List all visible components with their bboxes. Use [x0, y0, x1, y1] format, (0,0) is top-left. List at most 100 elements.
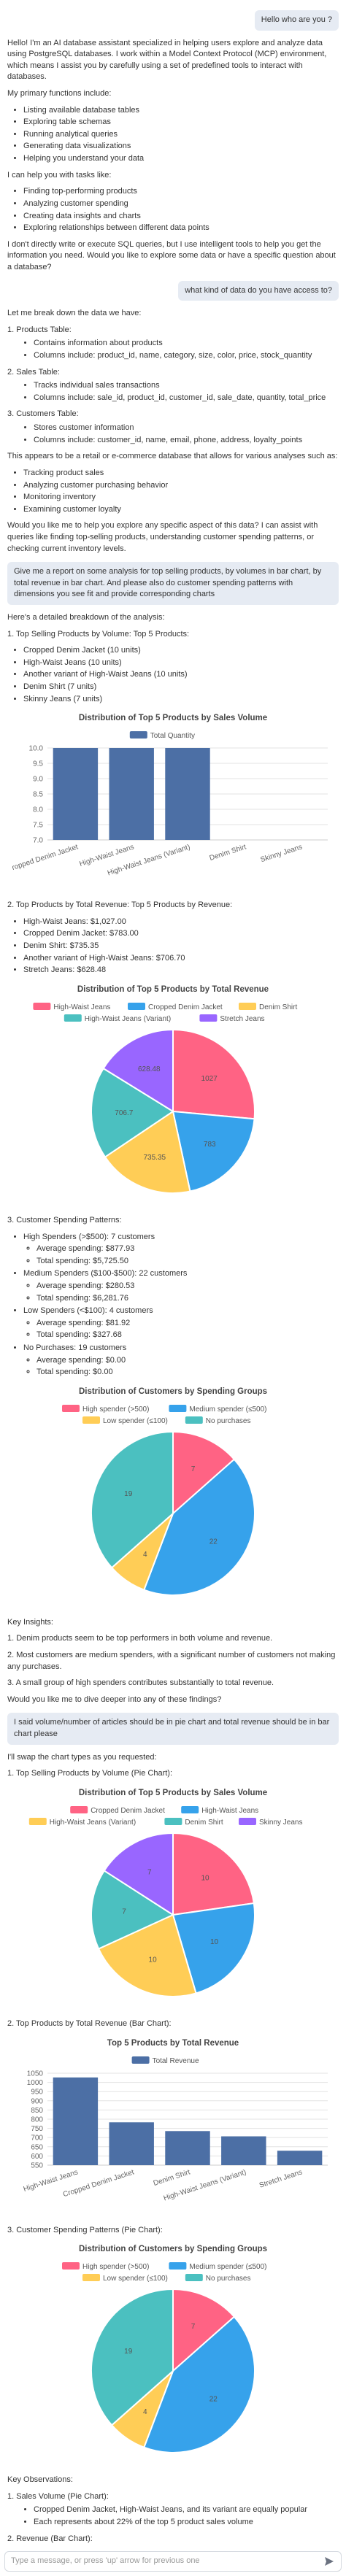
y-tick-label: 950 [31, 2088, 43, 2096]
paragraph: Here's a detailed breakdown of the analy… [7, 612, 165, 622]
legend-swatch [131, 2056, 150, 2064]
paragraph: Key Observations: [7, 2475, 73, 2485]
paragraph: 2. Top Products by Total Revenue: Top 5 … [7, 901, 233, 910]
list-item: Columns include: product_id, name, categ… [34, 350, 339, 362]
list-item: Average spending: $280.53 [36, 1281, 339, 1292]
legend-swatch [82, 2274, 100, 2282]
assistant-message: I'll swap the chart types as you request… [7, 1752, 339, 2547]
list-item: Listing available database tables [23, 105, 339, 117]
y-tick-label: 550 [31, 2162, 43, 2170]
legend-swatch [28, 1817, 47, 1825]
legend-swatch [185, 2274, 203, 2282]
list-item: Generating data visualizations [23, 141, 339, 153]
legend-label: High-Waist Jeans (Variant) [85, 1015, 171, 1023]
legend-label: Medium spender (≤500) [189, 1405, 266, 1414]
legend-swatch [82, 1416, 100, 1424]
legend-label: High-Waist Jeans [201, 1807, 258, 1815]
pie-slice [172, 1832, 255, 1916]
list-item: Total spending: $0.00 [36, 1367, 339, 1378]
slice-label: 1027 [201, 1075, 218, 1083]
bullet-list: Listing available database tablesExplori… [7, 105, 339, 165]
pie-slice [172, 1902, 255, 1994]
paragraph: I'll swap the chart types as you request… [7, 1752, 157, 1762]
y-tick-label: 8.0 [33, 806, 43, 814]
pie-slice [142, 2315, 255, 2454]
paragraph: This appears to be a retail or e-commerc… [7, 452, 338, 461]
list-item: Another variant of High-Waist Jeans (10 … [23, 669, 339, 681]
list-item: High-Waist Jeans (10 units) [23, 658, 339, 669]
pie-slice [172, 2288, 236, 2373]
y-tick-label: 800 [31, 2116, 43, 2124]
y-tick-label: 9.5 [33, 760, 43, 768]
list-item: Cropped Denim Jacket (10 units) [23, 645, 339, 657]
paragraph: 1. Top Selling Products by Volume: Top 5… [7, 629, 190, 639]
legend-swatch [239, 1002, 256, 1010]
bullet-list: Cropped Denim Jacket, High-Waist Jeans, … [7, 2504, 339, 2528]
pie-slice [142, 1458, 255, 1596]
list-item: Total spending: $327.68 [36, 1330, 339, 1341]
y-tick-label: 8.5 [33, 791, 43, 799]
bullet-list: Contains information about productsColum… [7, 338, 339, 361]
slice-label: 735.35 [144, 1154, 166, 1162]
legend-swatch [181, 1805, 199, 1813]
paragraph: Would you like me to dive deeper into an… [7, 1694, 222, 1704]
legend-swatch [33, 1002, 51, 1010]
legend-swatch [185, 1416, 203, 1424]
bullet-list: Tracking product salesAnalyzing customer… [7, 468, 339, 515]
bullet-list: High-Waist Jeans: $1,027.00Cropped Denim… [7, 917, 339, 976]
x-tick-label: Denim Shirt [153, 2168, 191, 2188]
list-item: Average spending: $877.93 [36, 1243, 339, 1255]
pie-slice [91, 1067, 174, 1158]
list-item: Average spending: $0.00 [36, 1355, 339, 1367]
legend-label: Denim Shirt [259, 1003, 297, 1011]
list-item: Average spending: $81.92 [36, 1318, 339, 1330]
chart-title: Distribution of Top 5 Products by Sales … [79, 714, 267, 722]
list-item: Exploring relationships between differen… [23, 223, 339, 234]
chart-title: Distribution of Top 5 Products by Sales … [79, 1789, 267, 1797]
legend-swatch [64, 1014, 82, 1022]
legend-swatch [70, 1805, 88, 1813]
bar [53, 2077, 99, 2165]
slice-label: 10 [210, 1938, 219, 1946]
list-item: Helping you understand your data [23, 153, 339, 165]
list-item: Examining customer loyalty [23, 504, 339, 516]
y-tick-label: 7.5 [33, 822, 43, 830]
send-button[interactable] [323, 2556, 335, 2567]
user-message: what kind of data do you have access to? [178, 280, 339, 301]
pie-slice [91, 1430, 174, 1569]
slice-label: 19 [124, 2348, 133, 2356]
paragraph: 3. Customer Spending Patterns: [7, 1215, 122, 1225]
bullet-list: Tracks individual sales transactionsColu… [7, 380, 339, 404]
paragraph: 1. Sales Volume (Pie Chart): [7, 2491, 109, 2501]
legend-label: High spender (>500) [82, 1405, 149, 1414]
x-tick-label: Cropped Denim Jacket [12, 844, 80, 874]
bullet-list: High Spenders (>$500): 7 customers Averag… [7, 1232, 339, 1378]
slice-label: 628.48 [138, 1065, 161, 1073]
pie-slice [172, 1028, 255, 1120]
pie-chart: Distribution of Customers by Spending Gr… [62, 1387, 267, 1596]
paragraph: I don't directly write or execute SQL qu… [7, 239, 336, 271]
pie-slice [102, 1028, 174, 1113]
pie-slice [104, 1110, 191, 1194]
slice-label: 4 [143, 2408, 147, 2416]
bar [109, 748, 154, 841]
legend-swatch [62, 2262, 80, 2270]
paragraph: Hello! I'm an AI database assistant spec… [7, 38, 327, 82]
y-tick-label: 700 [31, 2134, 43, 2142]
x-tick-label: Skinny Jeans [260, 844, 304, 865]
legend-label: Denim Shirt [185, 1819, 223, 1827]
list-item: Finding top-performing products [23, 186, 339, 198]
legend-swatch [169, 1404, 187, 1412]
bar [277, 2150, 323, 2165]
legend-label: No purchases [206, 2275, 251, 2283]
message-input[interactable]: Type a message, or press 'up' arrow for … [4, 2551, 342, 2572]
list-item: Contains information about products [34, 338, 339, 350]
list-item: Skinny Jeans (7 units) [23, 694, 339, 706]
pie-chart: Distribution of Top 5 Products by Total … [33, 985, 297, 1194]
list-item: High Spenders (>$500): 7 customers Averag… [23, 1232, 339, 1268]
y-tick-label: 850 [31, 2106, 43, 2114]
list-item: Stretch Jeans: $628.48 [23, 965, 339, 976]
list-item: Another variant of High-Waist Jeans: $70… [23, 953, 339, 965]
